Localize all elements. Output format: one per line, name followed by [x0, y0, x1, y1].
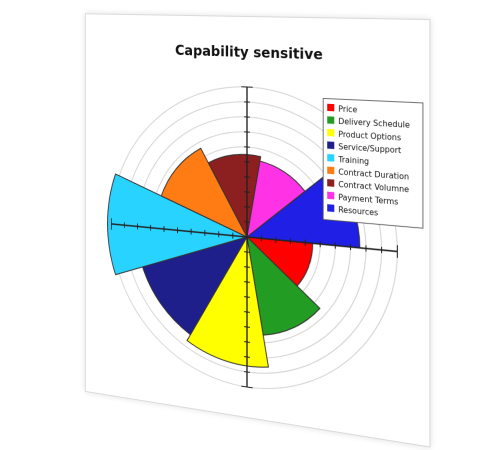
axis-tick: [244, 252, 250, 253]
axis-tick: [244, 282, 250, 283]
chart-panel: Capability sensitive Price Delivery Sched…: [85, 13, 430, 447]
legend-swatch: [327, 154, 334, 162]
legend-swatch: [327, 129, 334, 137]
polar-area-chart: Capability sensitive PriceDelivery Sched…: [86, 14, 430, 446]
legend-swatch: [327, 104, 334, 112]
axis-tick: [244, 297, 250, 298]
legend: PriceDelivery ScheduleProduct OptionsSer…: [323, 98, 423, 228]
axis-tick: [244, 372, 250, 373]
sectors: [108, 142, 360, 382]
legend-swatch: [327, 204, 334, 212]
legend-swatch: [327, 167, 334, 175]
legend-swatch: [327, 179, 334, 187]
chart-title: Capability sensitive: [175, 43, 323, 64]
legend-swatch: [327, 141, 334, 149]
axis-tick: [244, 312, 250, 313]
axis-tick: [244, 267, 250, 268]
legend-swatch: [327, 192, 334, 200]
axis-tick: [244, 222, 250, 223]
legend-label: Price: [338, 104, 357, 114]
legend-swatch: [327, 116, 334, 124]
